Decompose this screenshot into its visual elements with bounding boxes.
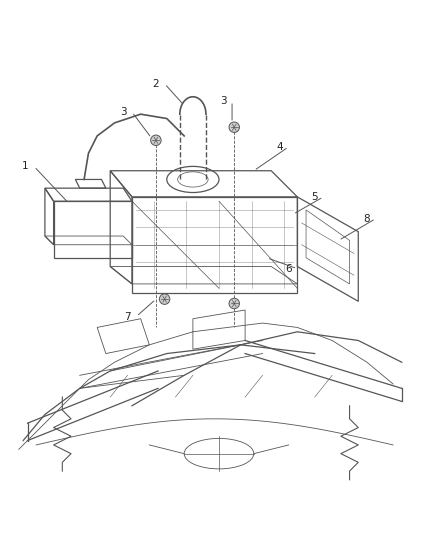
- Text: 6: 6: [285, 264, 292, 273]
- Text: 2: 2: [152, 79, 159, 88]
- Text: 3: 3: [120, 107, 127, 117]
- Text: 4: 4: [277, 142, 283, 152]
- Text: 3: 3: [220, 96, 226, 106]
- Text: 5: 5: [311, 192, 318, 202]
- Circle shape: [159, 294, 170, 304]
- Text: 8: 8: [364, 214, 370, 224]
- Circle shape: [151, 135, 161, 146]
- Circle shape: [229, 122, 240, 133]
- Text: 7: 7: [124, 312, 131, 321]
- Circle shape: [229, 298, 240, 309]
- Text: 1: 1: [22, 161, 28, 172]
